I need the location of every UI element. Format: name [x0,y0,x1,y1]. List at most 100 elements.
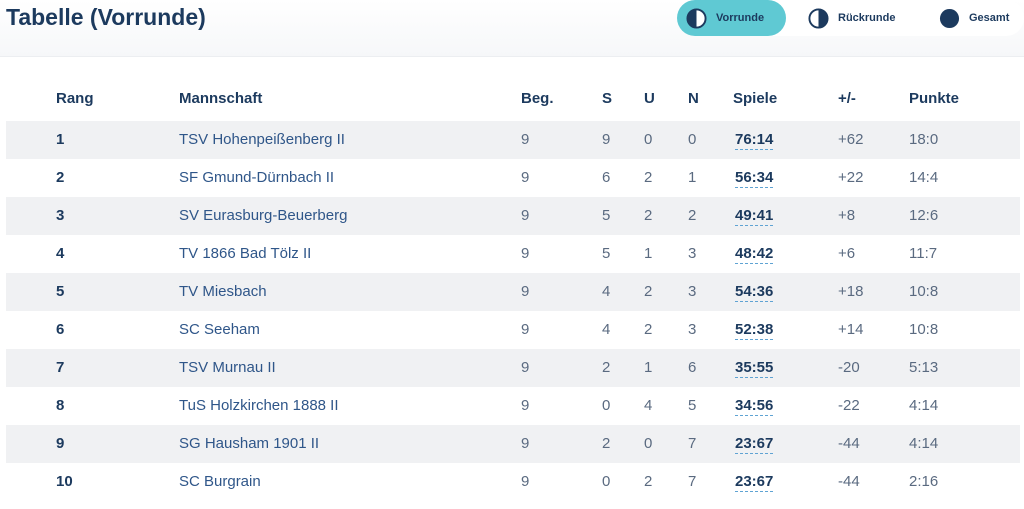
rank-cell: 2 [56,169,65,186]
games-played-cell: 9 [521,283,530,300]
table-row: 8 TuS Holzkirchen 1888 II 9 0 4 5 34:56 … [6,387,1020,425]
games-score-link[interactable]: 56:34 [735,169,774,188]
points-cell: 2:16 [909,473,939,490]
goal-diff-cell: -44 [838,435,860,452]
losses-cell: 1 [688,169,697,186]
column-header-mannschaft: Mannschaft [179,90,263,107]
games-played-cell: 9 [521,473,530,490]
column-header-spiele: Spiele [733,90,778,107]
table-row: 2 SF Gmund-Dürnbach II 9 6 2 1 56:34 +22… [6,159,1020,197]
losses-cell: 6 [688,359,697,376]
games-played-cell: 9 [521,435,530,452]
table-row: 6 SC Seeham 9 4 2 3 52:38 +14 10:8 [6,311,1020,349]
team-name: TuS Holzkirchen 1888 II [179,397,339,414]
wins-cell: 4 [602,283,611,300]
full-circle-icon [939,8,960,28]
points-cell: 12:6 [909,207,939,224]
rank-cell: 9 [56,435,65,452]
column-header-diff: +/- [838,90,856,107]
goal-diff-cell: +14 [838,321,864,338]
draws-cell: 1 [644,359,653,376]
games-played-cell: 9 [521,359,530,376]
standings-table: 1 TSV Hohenpeißenberg II 9 9 0 0 76:14 +… [6,121,1020,501]
draws-cell: 2 [644,473,653,490]
draws-cell: 0 [644,435,653,452]
games-score-link[interactable]: 48:42 [735,245,774,264]
games-score-link[interactable]: 49:41 [735,207,774,226]
points-cell: 5:13 [909,359,939,376]
goal-diff-cell: +22 [838,169,864,186]
games-score-link[interactable]: 52:38 [735,321,774,340]
team-name: SG Hausham 1901 II [179,435,320,452]
rank-cell: 10 [56,473,73,490]
toggle-rueckrunde[interactable]: Rückrunde [799,0,909,36]
table-row: 3 SV Eurasburg-Beuerberg 9 5 2 2 49:41 +… [6,197,1020,235]
rank-cell: 6 [56,321,65,338]
draws-cell: 2 [644,169,653,186]
games-score-link[interactable]: 54:36 [735,283,774,302]
losses-cell: 3 [688,245,697,262]
wins-cell: 2 [602,359,611,376]
wins-cell: 2 [602,435,611,452]
table-row: 10 SC Burgrain 9 0 2 7 23:67 -44 2:16 [6,463,1020,501]
table-row: 1 TSV Hohenpeißenberg II 9 9 0 0 76:14 +… [6,121,1020,159]
draws-cell: 1 [644,245,653,262]
half-circle-left-icon [686,7,707,29]
toggle-label: Gesamt [969,12,1010,24]
wins-cell: 5 [602,245,611,262]
half-circle-right-icon [808,7,829,29]
points-cell: 10:8 [909,321,939,338]
points-cell: 18:0 [909,131,939,148]
rank-cell: 7 [56,359,65,376]
games-played-cell: 9 [521,397,530,414]
page-title: Tabelle (Vorrunde) [6,4,206,30]
losses-cell: 7 [688,435,697,452]
team-name: TSV Hohenpeißenberg II [179,131,345,148]
round-toggle-group: Vorrunde Rückrunde Gesamt [677,0,1024,36]
wins-cell: 9 [602,131,611,148]
table-row: 4 TV 1866 Bad Tölz II 9 5 1 3 48:42 +6 1… [6,235,1020,273]
points-cell: 11:7 [909,245,938,262]
wins-cell: 0 [602,473,611,490]
wins-cell: 5 [602,207,611,224]
draws-cell: 0 [644,131,653,148]
points-cell: 4:14 [909,397,939,414]
games-played-cell: 9 [521,169,530,186]
toggle-label: Rückrunde [838,12,896,24]
draws-cell: 2 [644,207,653,224]
team-name: TV 1866 Bad Tölz II [179,245,312,262]
goal-diff-cell: -44 [838,473,860,490]
table-row: 9 SG Hausham 1901 II 9 2 0 7 23:67 -44 4… [6,425,1020,463]
table-row: 5 TV Miesbach 9 4 2 3 54:36 +18 10:8 [6,273,1020,311]
games-score-link[interactable]: 76:14 [735,131,774,150]
rank-cell: 8 [56,397,65,414]
goal-diff-cell: +62 [838,131,864,148]
goal-diff-cell: -22 [838,397,860,414]
draws-cell: 2 [644,321,653,338]
rank-cell: 1 [56,131,65,148]
draws-cell: 2 [644,283,653,300]
losses-cell: 3 [688,321,697,338]
rank-cell: 3 [56,207,65,224]
points-cell: 10:8 [909,283,939,300]
team-name: SC Seeham [179,321,260,338]
games-played-cell: 9 [521,131,530,148]
points-cell: 4:14 [909,435,939,452]
team-name: SC Burgrain [179,473,261,490]
losses-cell: 7 [688,473,697,490]
games-score-link[interactable]: 34:56 [735,397,774,416]
losses-cell: 5 [688,397,697,414]
games-score-link[interactable]: 35:55 [735,359,774,378]
column-header-beg: Beg. [521,90,554,107]
games-played-cell: 9 [521,321,530,338]
toggle-vorrunde[interactable]: Vorrunde [677,0,786,36]
toggle-gesamt[interactable]: Gesamt [929,0,1024,36]
games-played-cell: 9 [521,207,530,224]
wins-cell: 4 [602,321,611,338]
wins-cell: 6 [602,169,611,186]
table-header: Rang Mannschaft Beg. S U N Spiele +/- Pu… [6,83,1020,113]
games-score-link[interactable]: 23:67 [735,473,774,492]
team-name: TV Miesbach [179,283,267,300]
games-score-link[interactable]: 23:67 [735,435,774,454]
draws-cell: 4 [644,397,653,414]
